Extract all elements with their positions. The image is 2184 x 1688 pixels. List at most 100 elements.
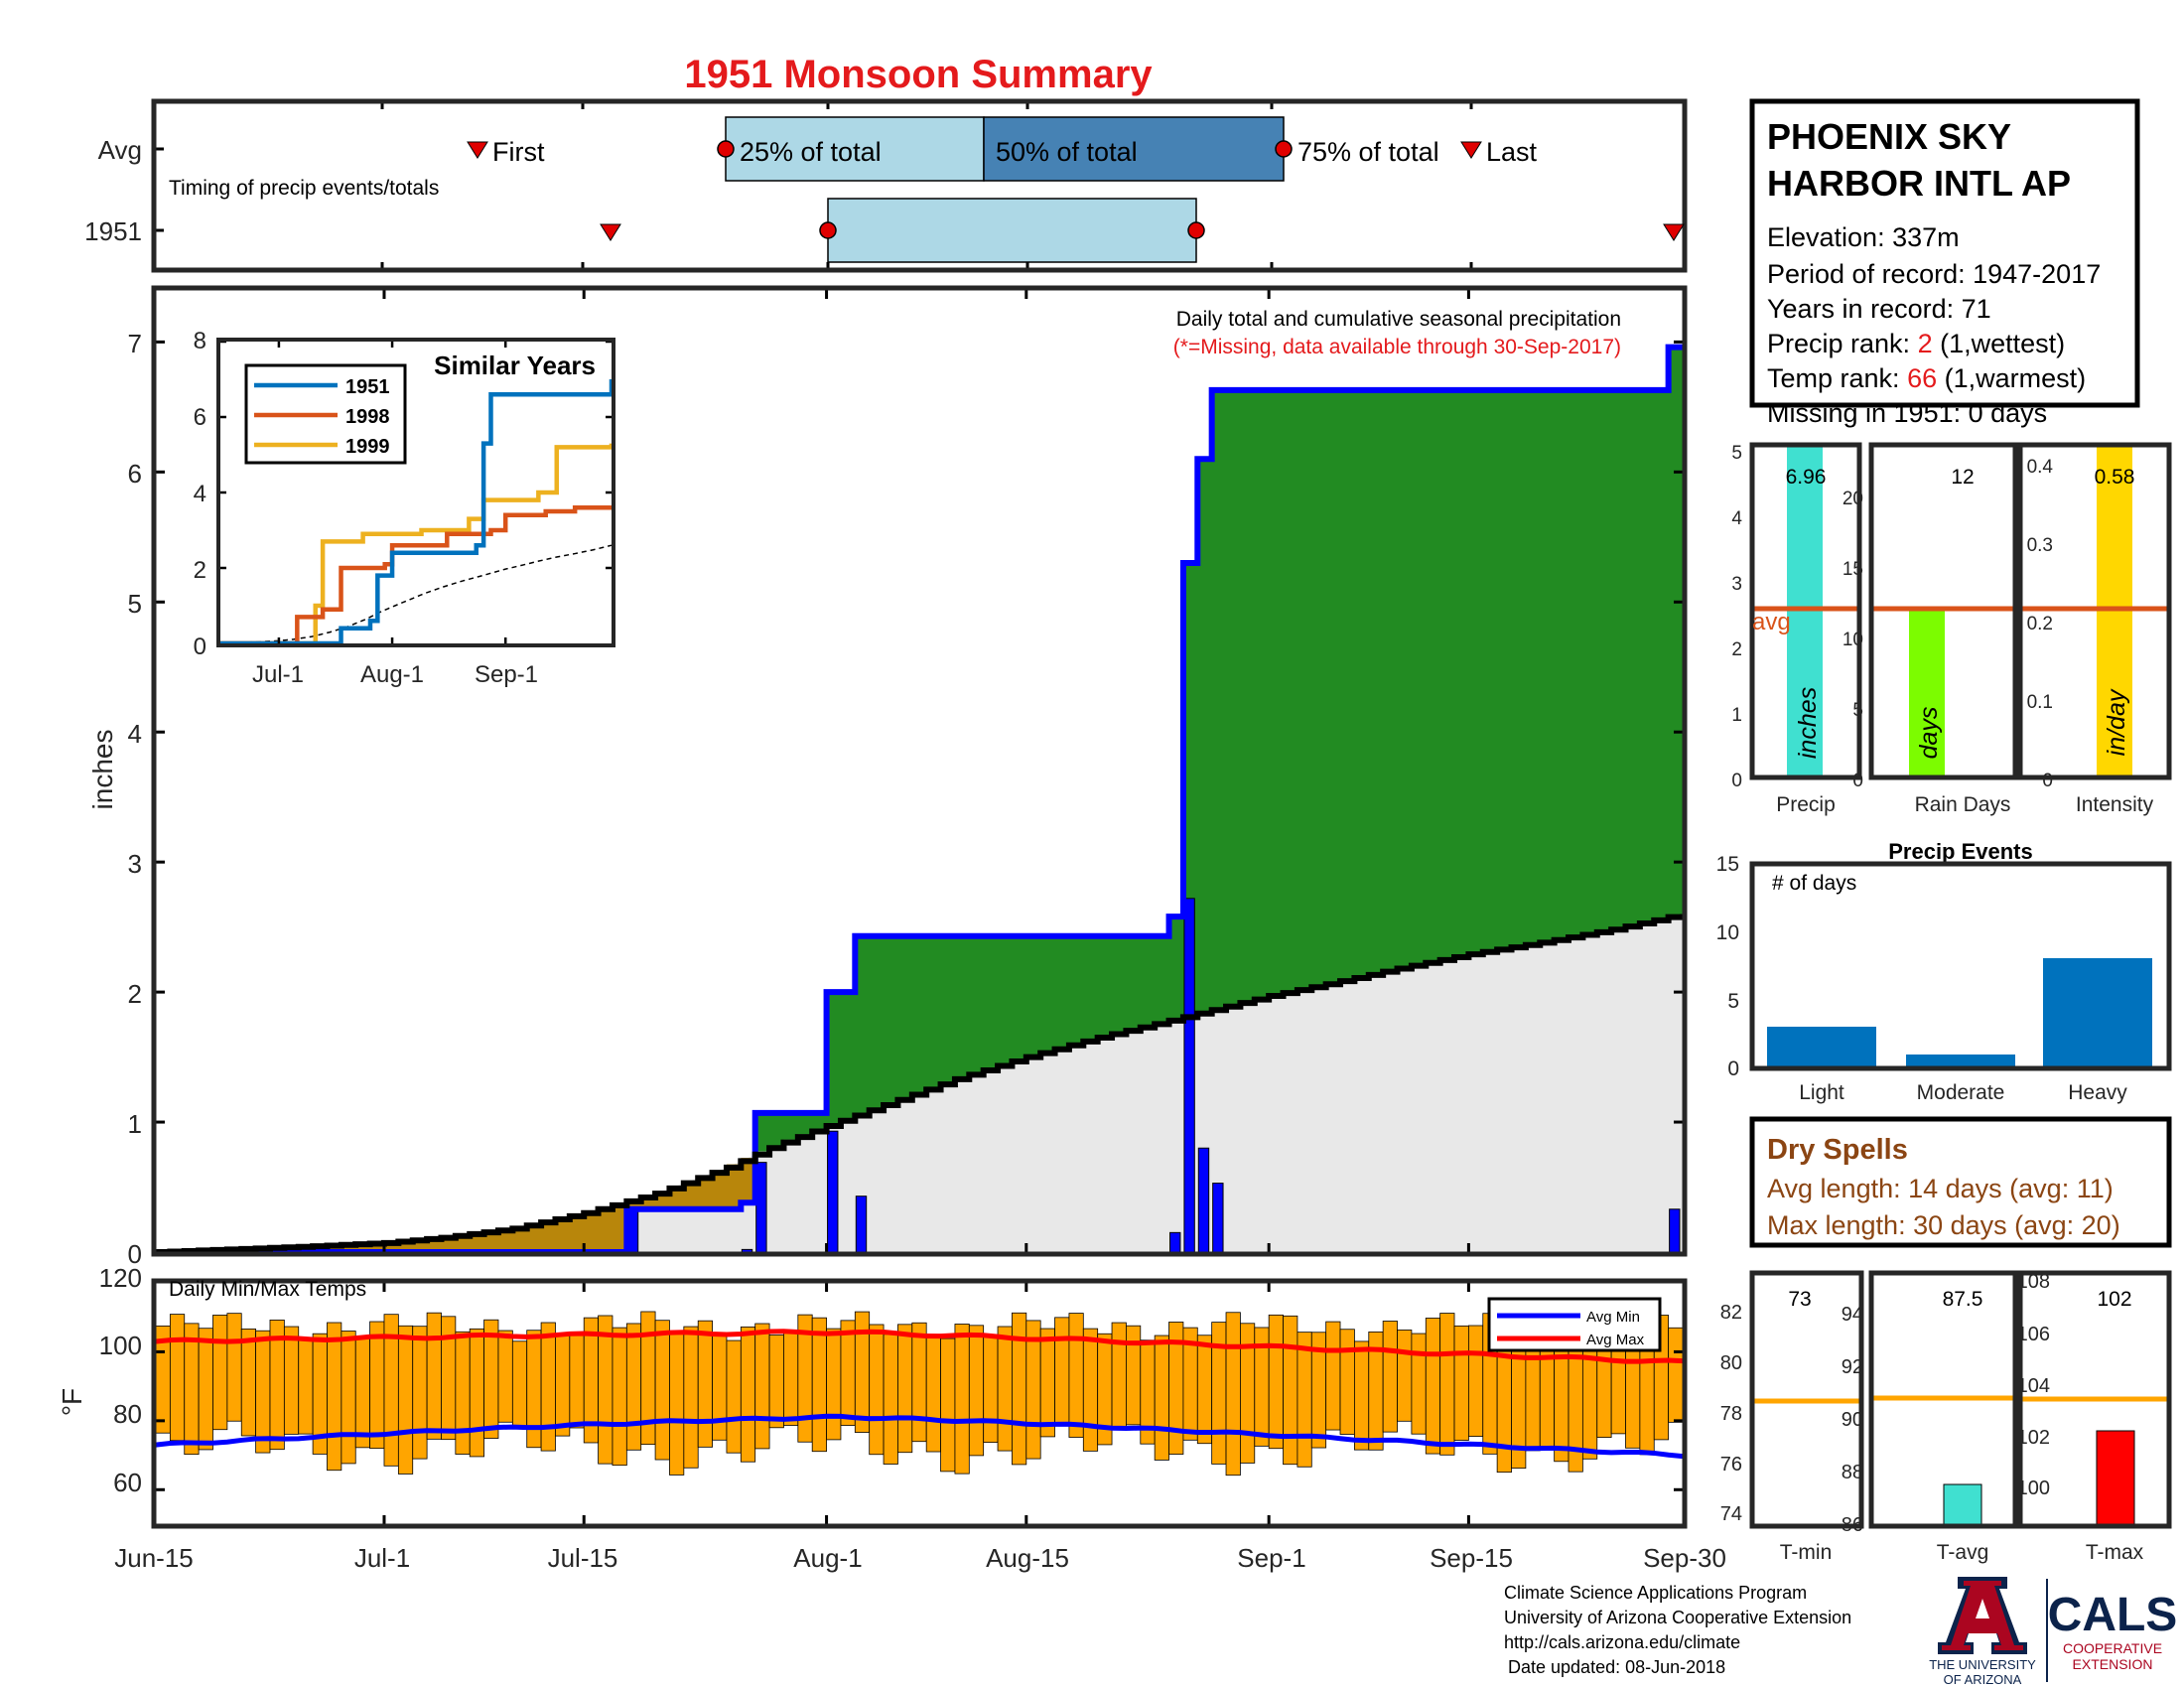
daily-precip-bar [1197, 1147, 1210, 1253]
daily-temp-bar [1082, 1328, 1099, 1452]
intensity-tick-0: 0 [2042, 771, 2053, 791]
daily-temp-bar [712, 1334, 728, 1441]
events-cat-moderate: Moderate [1917, 1081, 2005, 1104]
precip-summary-tick-5: 5 [1731, 443, 1742, 464]
tavg-tick-92: 92 [1842, 1356, 1863, 1378]
daily-temp-bar [540, 1322, 556, 1452]
inset-ytick-8: 8 [194, 328, 206, 354]
daily-temp-bar [1012, 1312, 1027, 1466]
daily-temp-bar [455, 1331, 471, 1455]
rain-days-tick-10: 10 [1843, 630, 1863, 650]
daily-temp-bar [625, 1323, 642, 1451]
climo-cumulative-fill [156, 914, 1683, 1252]
daily-temp-bar [883, 1334, 898, 1465]
inset-xtick-jul: Jul-1 [252, 661, 304, 688]
tmax-bar [2096, 1430, 2135, 1527]
intensity-summary-chart: 0.58 in/day Intensity 0 0.1 0.2 0.3 0.4 [2017, 442, 2172, 816]
inset-legend: 1951 1998 1999 [244, 363, 407, 465]
daily-temp-bar [997, 1326, 1013, 1452]
rain-days-summary-chart: 12 days Rain Days 0 5 10 15 20 [1843, 442, 2018, 816]
avg-first-marker [467, 141, 488, 159]
tavg-tick-86: 86 [1842, 1514, 1863, 1536]
rain-days-label: Rain Days [1915, 793, 2011, 816]
tmax-tick-100: 100 [2017, 1477, 2050, 1499]
daily-temp-bar [341, 1331, 356, 1465]
rain-days-tick-0: 0 [1852, 771, 1863, 791]
precip-events-title: Precip Events [1888, 839, 2033, 864]
precip-axes-frame [151, 285, 1688, 1257]
events-cat-light: Light [1799, 1081, 1844, 1104]
x-tick-jul1: Jul-1 [354, 1543, 410, 1573]
precip-summary-tick-2: 2 [1731, 639, 1742, 660]
daily-temp-bar [1668, 1327, 1684, 1423]
daily-temp-bar [968, 1325, 985, 1457]
events-y-note: # of days [1772, 872, 1856, 895]
events-bar-moderate [1906, 1055, 2015, 1068]
ua-line2: OF ARIZONA [1944, 1672, 2022, 1687]
tmax-label: T-max [2086, 1541, 2144, 1564]
tavg-tick-94: 94 [1842, 1304, 1863, 1326]
cals-logo-text: CALS [2048, 1589, 2178, 1641]
footer-line1: Climate Science Applications Program [1504, 1583, 1807, 1603]
daily-temp-bar [1425, 1318, 1441, 1455]
rain-days-bar [1909, 609, 1945, 777]
ua-block-a-icon [1938, 1577, 2027, 1654]
precip-tick-7: 7 [128, 329, 142, 358]
avg-min-line [155, 1413, 1684, 1460]
daily-temp-bar [1467, 1325, 1484, 1437]
x-tick-jun15: Jun-15 [114, 1543, 194, 1573]
average-cumulative-line [156, 914, 1686, 1255]
precip-summary-chart: 6.96 avg inches Precip 0 1 2 3 4 5 [1731, 442, 1862, 816]
daily-precip-bar [827, 1130, 839, 1253]
inset-legend-1998: 1998 [345, 406, 390, 428]
tmax-value: 102 [2097, 1288, 2131, 1311]
timing-caption: Timing of precip events/totals [169, 177, 439, 200]
events-bar-heavy [2043, 958, 2152, 1068]
events-tick-0: 0 [1727, 1057, 1739, 1080]
daily-temp-bar [426, 1312, 442, 1440]
tmax-tick-102: 102 [2017, 1427, 2050, 1449]
tavg-tick-88: 88 [1842, 1462, 1863, 1483]
daily-temp-bar [212, 1315, 228, 1431]
intensity-tick-0.2: 0.2 [2027, 614, 2053, 634]
daily-temp-bar [1196, 1335, 1213, 1445]
tavg-bar [1943, 1483, 1982, 1527]
tmin-summary-chart: 73 T-min 74 76 78 80 82 [1720, 1270, 1864, 1564]
footer-line4: Date updated: 08-Jun-2018 [1508, 1657, 1725, 1677]
precip-annotation-line1: Daily total and cumulative seasonal prec… [1176, 308, 1621, 331]
inset-ytick-0: 0 [194, 633, 206, 660]
station-precip-rank: Precip rank: 2 (1,wettest) [1767, 329, 2065, 358]
avg-last-label: Last [1486, 137, 1538, 167]
tmin-tick-80: 80 [1720, 1352, 1742, 1374]
station-years: Years in record: 71 [1767, 294, 1991, 324]
daily-temp-bar [612, 1327, 627, 1467]
cals-sub1: COOPERATIVE [2063, 1640, 2162, 1656]
precip-tick-5: 5 [128, 589, 142, 619]
precip-summary-tick-4: 4 [1731, 508, 1742, 529]
station-period: Period of record: 1947-2017 [1767, 259, 2101, 289]
dry-spells-box: Dry Spells Avg length: 14 days (avg: 11)… [1749, 1116, 2172, 1248]
dry-spells-avg: Avg length: 14 days (avg: 11) [1767, 1174, 2114, 1203]
rain-days-unit-label: days [1915, 707, 1943, 760]
daily-temp-bar [826, 1328, 842, 1441]
daily-temp-bar [240, 1328, 257, 1437]
daily-temp-bar [298, 1339, 314, 1435]
daily-precip-bar [1169, 1231, 1181, 1253]
inset-legend-1951: 1951 [345, 376, 390, 398]
station-info: PHOENIX SKY HARBOR INTL AP Elevation: 33… [1749, 98, 2140, 428]
station-temp-rank: Temp rank: 66 (1,warmest) [1767, 363, 2086, 393]
temp-tick-120: 120 [99, 1263, 142, 1293]
tmin-value: 73 [1788, 1288, 1811, 1311]
daily-temp-bar [683, 1326, 699, 1469]
x-tick-sep30: Sep-30 [1643, 1543, 1726, 1573]
avg-last-marker [1460, 141, 1482, 159]
precip-unit-label: inches [1794, 687, 1822, 759]
events-bar-light [1767, 1027, 1876, 1068]
daily-temp-bar [954, 1324, 970, 1475]
precip-tick-4: 4 [128, 719, 142, 749]
daily-temp-bar [555, 1333, 571, 1437]
inset-title: Similar Years [434, 351, 596, 380]
precip-avg-label: avg [1752, 609, 1791, 635]
daily-temp-bar [226, 1313, 242, 1422]
